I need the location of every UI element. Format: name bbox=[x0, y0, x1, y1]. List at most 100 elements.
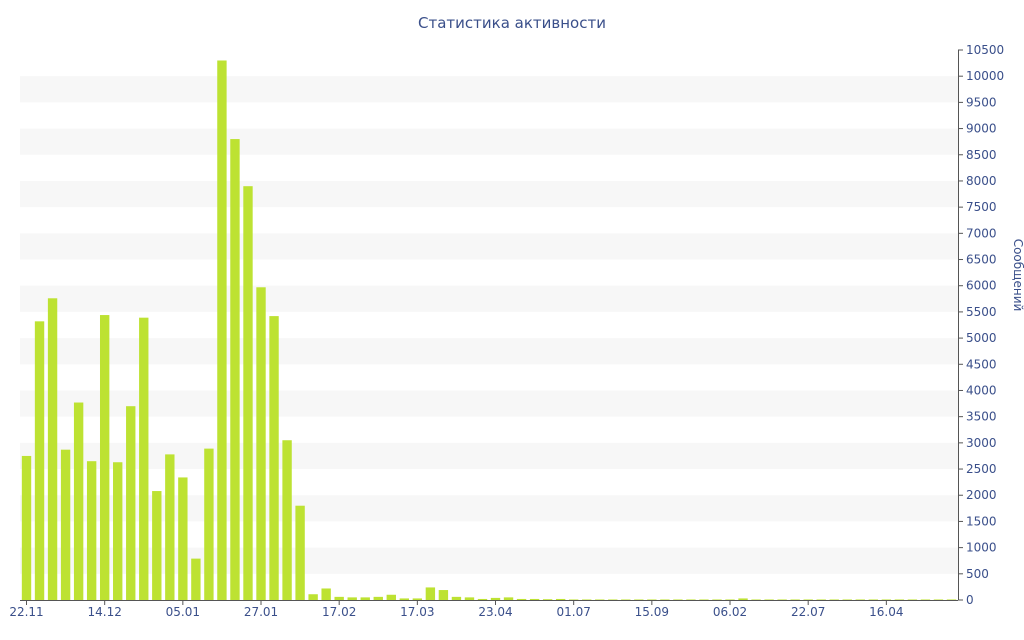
bar[interactable] bbox=[321, 588, 331, 600]
bar[interactable] bbox=[907, 599, 918, 600]
bar[interactable] bbox=[568, 599, 579, 600]
bar[interactable] bbox=[295, 505, 305, 600]
bar[interactable] bbox=[47, 298, 58, 600]
grid-band bbox=[20, 390, 958, 417]
x-tick-label: 14.12 bbox=[88, 605, 122, 619]
bar[interactable] bbox=[86, 461, 97, 600]
bar[interactable] bbox=[373, 596, 383, 600]
y-tick-label: 500 bbox=[966, 567, 989, 581]
bar[interactable] bbox=[699, 599, 709, 600]
grid-band bbox=[20, 76, 958, 103]
bar[interactable] bbox=[191, 558, 201, 600]
grid-band bbox=[20, 233, 958, 260]
bar[interactable] bbox=[477, 598, 488, 600]
x-tick-label: 01.07 bbox=[557, 605, 591, 619]
bar[interactable] bbox=[621, 599, 631, 600]
bar[interactable] bbox=[399, 598, 410, 600]
y-tick-label: 5500 bbox=[966, 305, 997, 319]
y-tick-label: 2500 bbox=[966, 462, 997, 476]
x-tick-label: 23.04 bbox=[478, 605, 512, 619]
bar[interactable] bbox=[868, 599, 879, 600]
bar[interactable] bbox=[712, 599, 722, 600]
bar[interactable] bbox=[113, 462, 123, 600]
y-tick-label: 1500 bbox=[966, 514, 997, 528]
y-axis-label: Сообщений bbox=[1011, 239, 1024, 312]
bar[interactable] bbox=[725, 599, 735, 600]
bar[interactable] bbox=[503, 597, 514, 600]
bar[interactable] bbox=[777, 599, 787, 600]
grid-band bbox=[20, 547, 958, 574]
bar[interactable] bbox=[60, 449, 71, 600]
bar-series bbox=[21, 60, 957, 601]
bar[interactable] bbox=[842, 599, 852, 600]
bar[interactable] bbox=[686, 599, 696, 600]
y-tick-label: 3500 bbox=[966, 410, 997, 424]
x-tick-label: 06.02 bbox=[713, 605, 747, 619]
bar[interactable] bbox=[608, 599, 618, 600]
bar[interactable] bbox=[347, 597, 357, 600]
bar[interactable] bbox=[126, 406, 136, 600]
bar[interactable] bbox=[542, 599, 553, 600]
bar[interactable] bbox=[464, 597, 475, 600]
bar[interactable] bbox=[256, 287, 266, 600]
bar[interactable] bbox=[282, 440, 292, 600]
y-tick-label: 7000 bbox=[966, 226, 997, 240]
bar[interactable] bbox=[803, 599, 813, 600]
bar[interactable] bbox=[555, 598, 566, 600]
bar[interactable] bbox=[790, 599, 800, 600]
bar[interactable] bbox=[438, 590, 449, 600]
grid-band bbox=[20, 338, 958, 365]
bar[interactable] bbox=[751, 599, 761, 600]
bar[interactable] bbox=[529, 598, 540, 600]
bar[interactable] bbox=[165, 454, 175, 600]
bar[interactable] bbox=[139, 317, 149, 600]
y-tick-label: 10500 bbox=[966, 43, 1004, 57]
y-tick-label: 1000 bbox=[966, 541, 997, 555]
bar[interactable] bbox=[152, 491, 162, 600]
bar[interactable] bbox=[894, 599, 905, 600]
x-tick-label: 16.04 bbox=[869, 605, 903, 619]
grid-band bbox=[20, 128, 958, 155]
y-tick-label: 0 bbox=[966, 593, 974, 607]
bar[interactable] bbox=[933, 599, 944, 600]
bar[interactable] bbox=[360, 597, 370, 600]
bar[interactable] bbox=[634, 599, 644, 600]
grid-band bbox=[20, 180, 958, 208]
bar[interactable] bbox=[451, 596, 462, 600]
x-tick-label: 15.09 bbox=[635, 605, 669, 619]
y-tick-label: 9000 bbox=[966, 122, 997, 136]
bar[interactable] bbox=[647, 599, 657, 600]
bar[interactable] bbox=[73, 402, 84, 600]
bar[interactable] bbox=[34, 321, 45, 600]
bar[interactable] bbox=[516, 598, 527, 600]
bar[interactable] bbox=[946, 599, 957, 600]
bar[interactable] bbox=[829, 599, 839, 600]
bar[interactable] bbox=[178, 477, 188, 600]
bar[interactable] bbox=[764, 599, 774, 600]
bar[interactable] bbox=[217, 60, 227, 601]
bar[interactable] bbox=[204, 448, 214, 600]
bar[interactable] bbox=[920, 599, 931, 600]
bar[interactable] bbox=[855, 599, 865, 600]
bar[interactable] bbox=[490, 597, 501, 600]
bar[interactable] bbox=[673, 599, 683, 600]
bar[interactable] bbox=[308, 594, 318, 600]
bar[interactable] bbox=[425, 587, 436, 600]
bar[interactable] bbox=[334, 596, 344, 600]
bar[interactable] bbox=[816, 599, 826, 600]
bar[interactable] bbox=[595, 599, 605, 600]
bar[interactable] bbox=[582, 599, 592, 600]
bar[interactable] bbox=[21, 455, 32, 600]
bar[interactable] bbox=[738, 598, 748, 600]
bar[interactable] bbox=[412, 598, 423, 600]
grid-band bbox=[20, 495, 958, 522]
bar[interactable] bbox=[660, 599, 670, 600]
bar[interactable] bbox=[243, 186, 253, 600]
bar[interactable] bbox=[230, 139, 240, 601]
bar[interactable] bbox=[99, 315, 110, 600]
y-tick-label: 6500 bbox=[966, 253, 997, 267]
bar[interactable] bbox=[269, 316, 279, 600]
bar[interactable] bbox=[386, 594, 396, 600]
bar[interactable] bbox=[881, 599, 892, 600]
